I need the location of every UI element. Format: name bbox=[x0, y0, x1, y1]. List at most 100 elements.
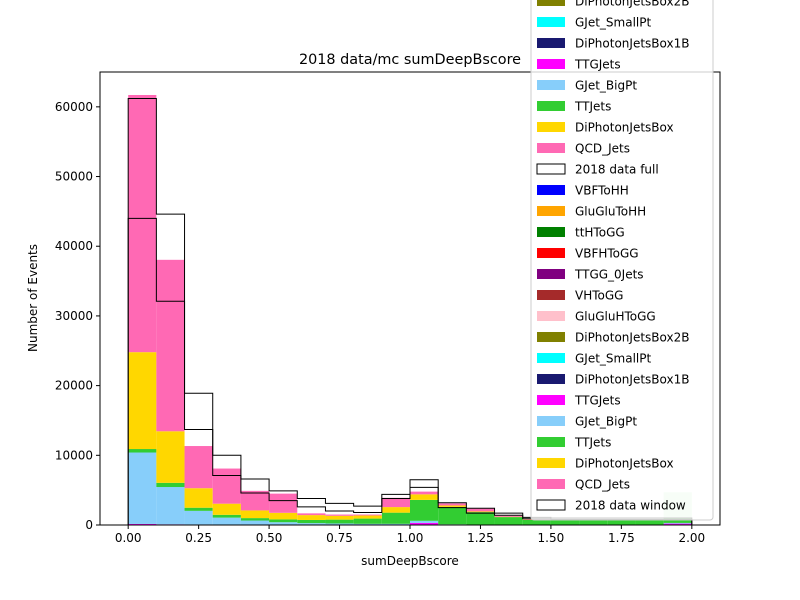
legend-box bbox=[530, 0, 714, 521]
legend-item: ttHToGG bbox=[537, 226, 625, 240]
legend-swatch bbox=[537, 38, 565, 48]
series-qcd-jets bbox=[128, 94, 692, 520]
bar bbox=[325, 514, 354, 516]
bar bbox=[410, 522, 439, 525]
legend-label: TTGG_0Jets bbox=[574, 268, 644, 282]
legend-swatch bbox=[537, 437, 565, 447]
y-tick-label: 0 bbox=[85, 518, 93, 532]
bar bbox=[550, 519, 580, 525]
bar bbox=[240, 510, 270, 519]
bar bbox=[353, 518, 382, 524]
legend-label: DiPhotonJetsBox bbox=[575, 121, 674, 135]
legend-swatch bbox=[537, 0, 565, 6]
bar bbox=[410, 520, 439, 523]
x-tick-label: 0.25 bbox=[185, 531, 212, 545]
legend-swatch bbox=[537, 311, 565, 321]
bar bbox=[325, 519, 354, 524]
bar bbox=[128, 94, 157, 353]
legend-item: TTGJets bbox=[537, 58, 621, 72]
legend-item: DiPhotonJetsBox bbox=[537, 457, 674, 471]
bar bbox=[494, 515, 523, 517]
bar bbox=[212, 468, 241, 504]
bar bbox=[212, 503, 241, 515]
bar bbox=[381, 512, 410, 524]
bar bbox=[184, 510, 213, 525]
bar bbox=[381, 523, 410, 525]
legend-item: DiPhotonJetsBox bbox=[537, 121, 674, 135]
legend-item: GJet_BigPt bbox=[537, 79, 637, 93]
bar bbox=[212, 514, 241, 518]
legend-item: DiPhotonJetsBox1B bbox=[537, 373, 689, 387]
chart-title: 2018 data/mc sumDeepBscore bbox=[299, 52, 521, 68]
legend-label: GJet_SmallPt bbox=[575, 16, 651, 30]
legend-item: VBFToHH bbox=[537, 184, 629, 198]
legend-item: VHToGG bbox=[537, 289, 623, 303]
legend-label: DiPhotonJetsBox1B bbox=[575, 373, 689, 387]
bar bbox=[156, 482, 185, 488]
bar bbox=[240, 520, 270, 525]
x-tick-label: 1.25 bbox=[467, 531, 494, 545]
legend-swatch bbox=[537, 374, 565, 384]
legend-label: TTJets bbox=[574, 436, 611, 450]
legend-label: GJet_BigPt bbox=[575, 79, 637, 93]
bar bbox=[297, 519, 326, 524]
x-tick-label: 0.50 bbox=[256, 531, 283, 545]
bar bbox=[128, 449, 157, 453]
bar bbox=[353, 523, 382, 525]
legend-swatch bbox=[537, 101, 565, 111]
legend-item: GluGluToHH bbox=[537, 205, 646, 219]
bar bbox=[269, 493, 298, 513]
y-tick-label: 10000 bbox=[55, 448, 93, 462]
bar bbox=[438, 506, 467, 525]
legend-swatch bbox=[537, 59, 565, 69]
legend-label: DiPhotonJetsBox2B bbox=[575, 0, 689, 9]
legend-item: DiPhotonJetsBox2B bbox=[537, 331, 689, 345]
bar bbox=[128, 452, 157, 524]
x-tick-label: 1.50 bbox=[538, 531, 565, 545]
legend-label: GJet_BigPt bbox=[575, 415, 637, 429]
legend-swatch bbox=[537, 122, 565, 132]
bar bbox=[269, 519, 298, 523]
legend-swatch bbox=[537, 17, 565, 27]
bar bbox=[156, 487, 185, 525]
legend-swatch bbox=[537, 143, 565, 153]
legend-swatch bbox=[537, 332, 565, 342]
bar bbox=[410, 499, 439, 521]
legend-item: TTJets bbox=[537, 100, 611, 114]
bar bbox=[466, 512, 495, 525]
x-tick-label: 0.75 bbox=[326, 531, 353, 545]
bar bbox=[128, 352, 157, 450]
legend-swatch bbox=[537, 479, 565, 489]
legend-label: VBFHToGG bbox=[575, 247, 639, 261]
legend-label: DiPhotonJetsBox bbox=[575, 457, 674, 471]
bar bbox=[663, 523, 692, 525]
y-tick-label: 50000 bbox=[55, 170, 93, 184]
legend-label: VBFToHH bbox=[575, 184, 629, 198]
y-tick-label: 40000 bbox=[55, 239, 93, 253]
bar bbox=[353, 515, 382, 519]
bar bbox=[156, 259, 185, 432]
y-axis-label: Number of Events bbox=[26, 244, 40, 352]
bar bbox=[381, 507, 410, 513]
bar bbox=[156, 431, 185, 483]
legend-item: QCD_Jets bbox=[537, 478, 630, 492]
bar bbox=[269, 522, 298, 525]
bar bbox=[635, 519, 664, 525]
legend-label: GluGluToHH bbox=[575, 205, 646, 219]
bar bbox=[212, 517, 241, 525]
legend-item: VBFHToGG bbox=[537, 247, 639, 261]
bar bbox=[663, 522, 692, 524]
bar bbox=[466, 508, 495, 512]
bar bbox=[438, 503, 467, 506]
y-tick-label: 30000 bbox=[55, 309, 93, 323]
legend-label: DiPhotonJetsBox1B bbox=[575, 37, 689, 51]
legend-item: GJet_BigPt bbox=[537, 415, 637, 429]
legend-item: TTGG_0Jets bbox=[537, 268, 644, 282]
x-tick-label: 2.00 bbox=[678, 531, 705, 545]
legend-item: 2018 data full bbox=[536, 163, 659, 177]
bar bbox=[184, 446, 213, 489]
legend-swatch bbox=[537, 395, 565, 405]
legend-label: TTGJets bbox=[574, 58, 621, 72]
x-axis: 0.00 0.25 0.50 0.75 1.00 1.25 1.50 1.75 2.00 bbox=[115, 525, 705, 545]
legend-swatch bbox=[537, 248, 565, 258]
